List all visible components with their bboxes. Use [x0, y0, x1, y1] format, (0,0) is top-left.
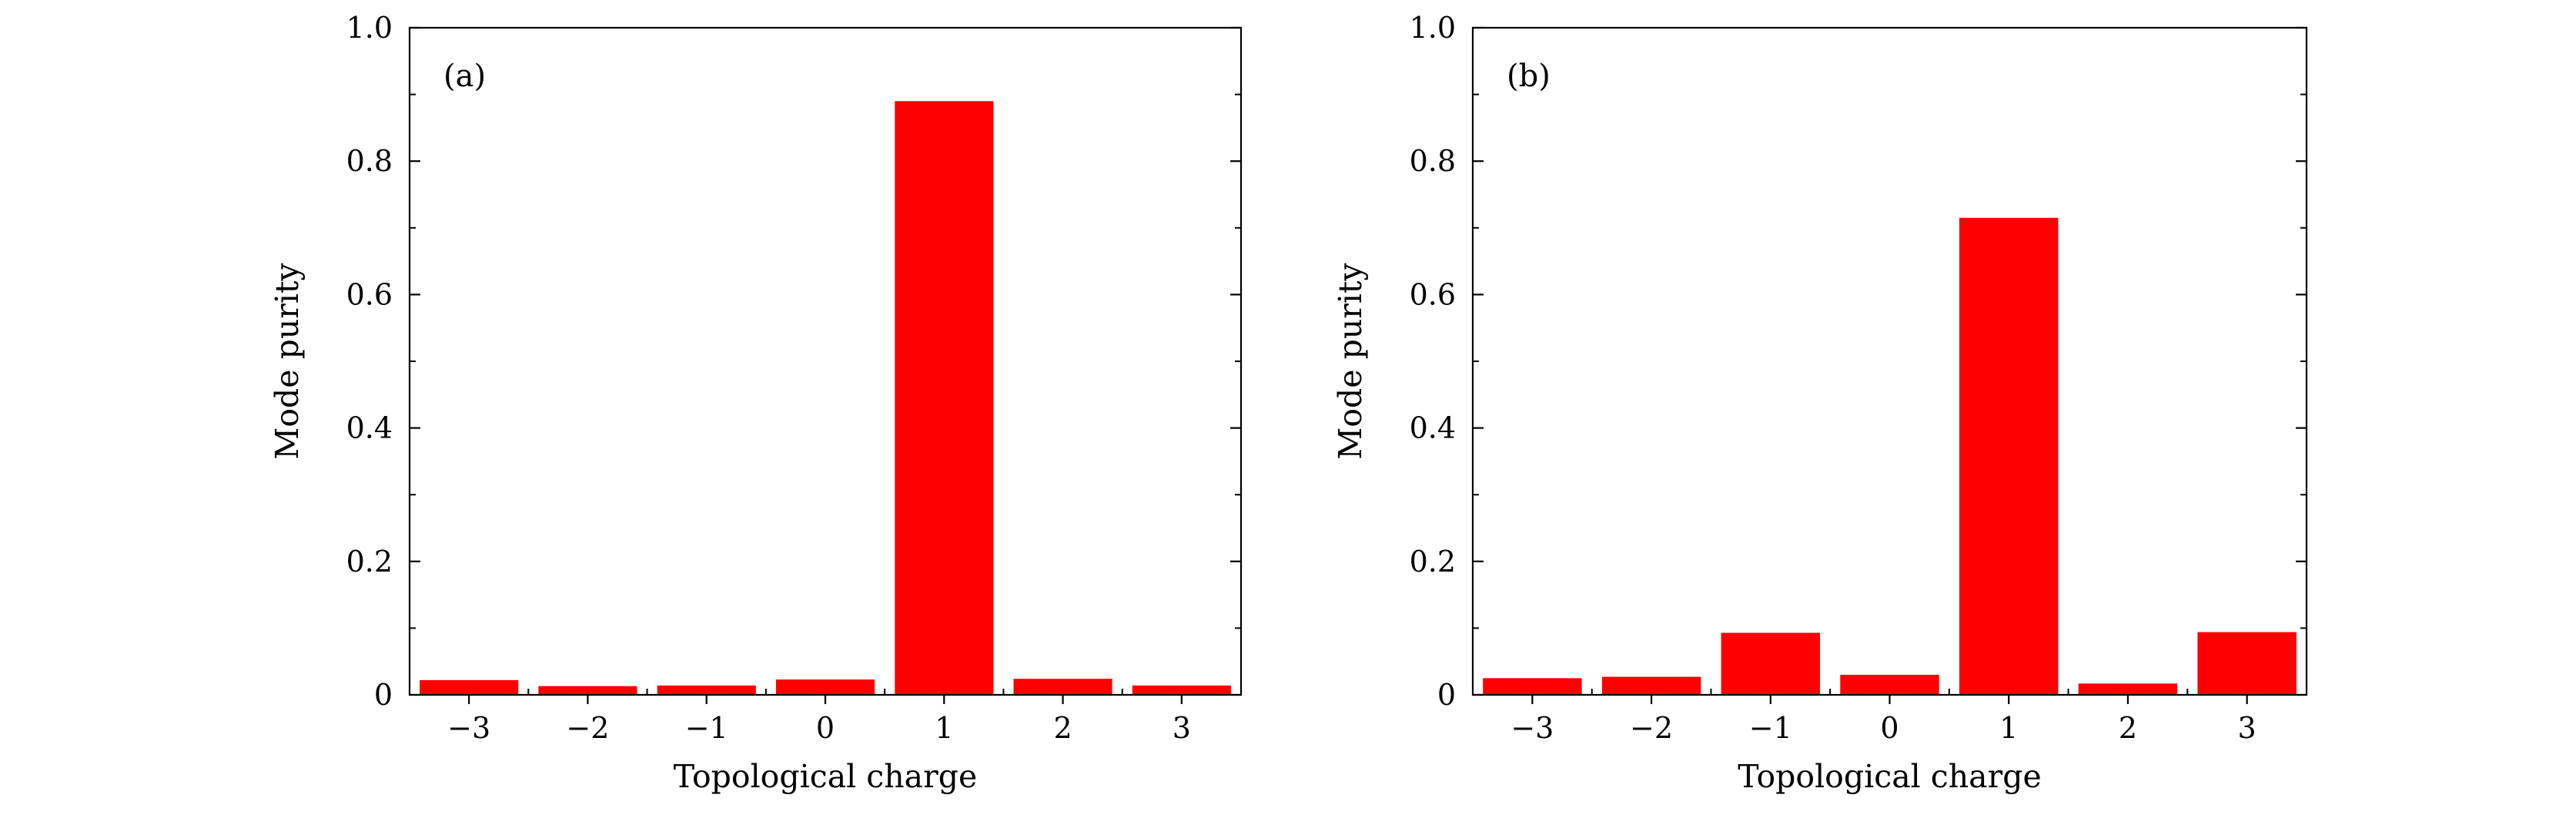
- x-axis-label: Topological charge: [674, 758, 977, 795]
- bar-2: [1721, 632, 1820, 695]
- x-tick-label: 1: [1999, 711, 2018, 745]
- y-tick-label: 0.4: [346, 411, 393, 445]
- x-tick-label: 3: [1173, 711, 1191, 745]
- x-tick-label: 2: [1053, 711, 1072, 745]
- x-tick-label: −2: [566, 711, 609, 745]
- y-tick-label: 0.6: [346, 277, 393, 311]
- y-tick-label: 0.2: [346, 545, 393, 579]
- y-tick-label: 0: [374, 678, 393, 712]
- bar-5: [2078, 683, 2178, 695]
- bar-2: [657, 685, 756, 695]
- y-axis-label: Mode purity: [1332, 263, 1369, 460]
- bar-6: [2197, 632, 2297, 695]
- plot-frame: [1471, 26, 2308, 696]
- bar-4: [895, 101, 994, 696]
- bar-1: [538, 686, 637, 695]
- chart-panel-a: 0 0.2 0.4 0.6 0.8 1.0 −3 −2 −1 0 1 2 3 (a) Topological…: [269, 11, 1243, 795]
- panel-label: (b): [1507, 59, 1551, 94]
- bar-0: [420, 679, 519, 695]
- bar-4: [1959, 217, 2059, 695]
- y-tick-label: 0: [1437, 678, 1456, 712]
- x-tick-label: 3: [2238, 711, 2257, 745]
- x-tick-label: −1: [1749, 711, 1792, 745]
- y-tick-label: 1.0: [346, 11, 393, 45]
- plot-frame: [408, 26, 1243, 696]
- x-axis-label: Topological charge: [1738, 758, 2041, 795]
- y-axis-label: Mode purity: [269, 263, 306, 460]
- y-tick-label: 1.0: [1410, 11, 1456, 45]
- bar-3: [1840, 675, 1939, 695]
- y-tick-label: 0.8: [1410, 144, 1456, 178]
- x-tick-label: −3: [447, 711, 490, 745]
- chart-panel-b: 0 0.2 0.4 0.6 0.8 1.0 −3 −2 −1 0 1 2 3 (b) Topological…: [1332, 11, 2308, 795]
- y-tick-label: 0.2: [1410, 545, 1456, 579]
- x-tick-label: −1: [685, 711, 728, 745]
- panel-label: (a): [443, 59, 486, 94]
- bar-5: [1013, 679, 1112, 695]
- bar-0: [1483, 678, 1582, 695]
- x-tick-label: −3: [1510, 711, 1554, 745]
- x-tick-label: −2: [1630, 711, 1673, 745]
- x-tick-label: 1: [935, 711, 953, 745]
- y-tick-label: 0.8: [346, 144, 393, 178]
- bar-1: [1601, 676, 1701, 695]
- x-tick-label: 0: [1880, 711, 1899, 745]
- y-tick-label: 0.6: [1410, 277, 1456, 311]
- x-tick-label: 2: [2119, 711, 2137, 745]
- bar-3: [776, 679, 875, 695]
- y-tick-label: 0.4: [1410, 411, 1456, 445]
- bar-6: [1132, 685, 1231, 695]
- x-tick-label: 0: [816, 711, 835, 745]
